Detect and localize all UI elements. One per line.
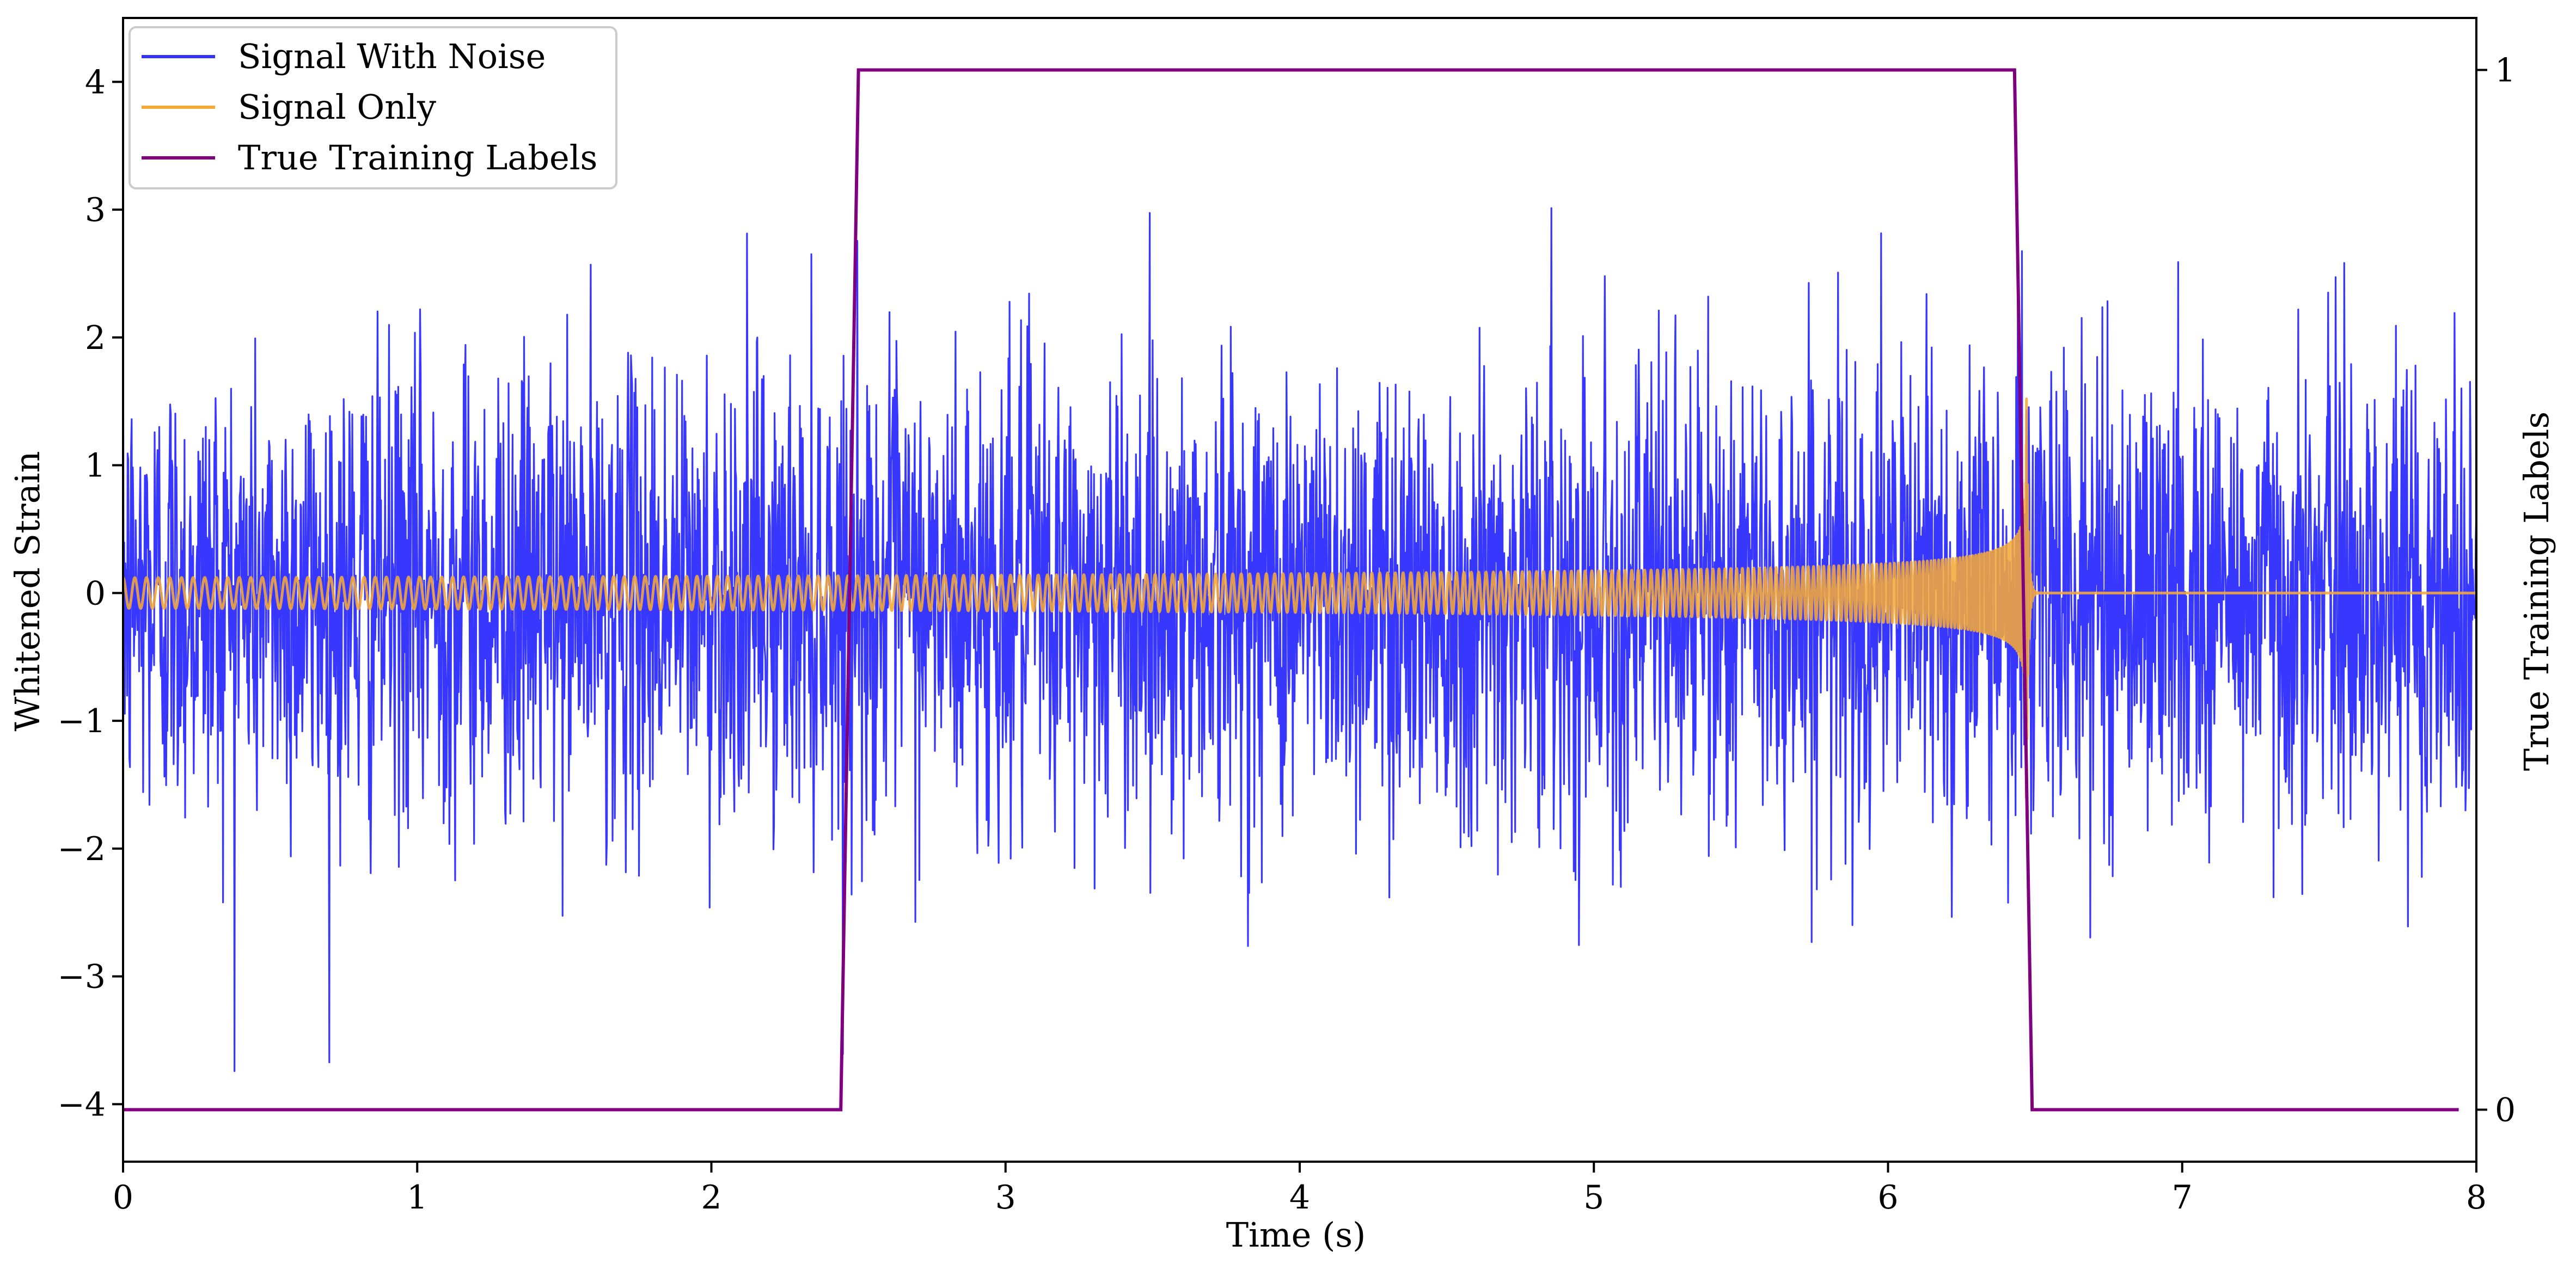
x-tick-label: 0 <box>113 1179 133 1217</box>
ticks: 0 1 2 3 4 5 6 7 8 −4 −3 −2 −1 0 1 2 3 4 0 1 <box>58 52 2516 1217</box>
legend-label-true-training-labels: True Training Labels <box>238 138 597 177</box>
y-tick-label: 0 <box>85 574 106 612</box>
x-tick-label: 8 <box>2466 1179 2487 1217</box>
y-tick-label: 3 <box>85 191 106 229</box>
y2-tick-label: 1 <box>2495 52 2516 90</box>
series-true-training-labels <box>123 68 2459 1112</box>
y-tick-label: −3 <box>58 958 106 996</box>
y-tick-label: 2 <box>85 319 106 357</box>
y-tick-label: 4 <box>85 63 106 101</box>
legend: Signal With Noise Signal Only True Train… <box>129 26 617 189</box>
legend-frame <box>129 26 617 189</box>
y2-tick-label: 0 <box>2495 1091 2516 1130</box>
y-tick-label: 1 <box>85 447 106 485</box>
y-tick-label: −1 <box>58 702 106 740</box>
x-tick-label: 5 <box>1583 1179 1604 1217</box>
plot-area <box>123 68 2476 1112</box>
legend-label-signal-only: Signal Only <box>238 87 436 127</box>
y-tick-label: −2 <box>58 830 106 868</box>
series-signal-only <box>123 397 2476 799</box>
x-tick-label: 1 <box>407 1179 427 1217</box>
x-tick-label: 4 <box>1289 1179 1310 1217</box>
y-axis-label: Whitened Strain <box>8 451 47 732</box>
y2-axis-label: True Training Labels <box>2517 412 2556 771</box>
x-tick-label: 7 <box>2172 1179 2193 1217</box>
y-tick-label: −4 <box>58 1085 106 1124</box>
series-signal-with-noise <box>123 207 2476 1072</box>
legend-label-signal-with-noise: Signal With Noise <box>238 36 546 76</box>
x-tick-label: 6 <box>1877 1179 1898 1217</box>
x-tick-label: 2 <box>701 1179 721 1217</box>
x-axis-label: Time (s) <box>1226 1215 1366 1255</box>
x-tick-label: 3 <box>995 1179 1016 1217</box>
